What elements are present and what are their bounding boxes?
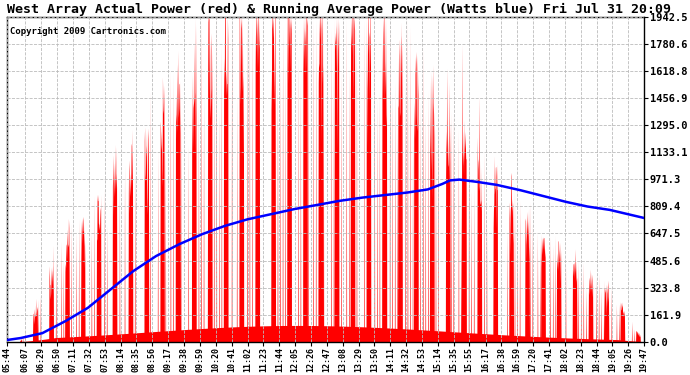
Text: Copyright 2009 Cartronics.com: Copyright 2009 Cartronics.com xyxy=(10,27,166,36)
Text: West Array Actual Power (red) & Running Average Power (Watts blue) Fri Jul 31 20: West Array Actual Power (red) & Running … xyxy=(8,3,671,16)
